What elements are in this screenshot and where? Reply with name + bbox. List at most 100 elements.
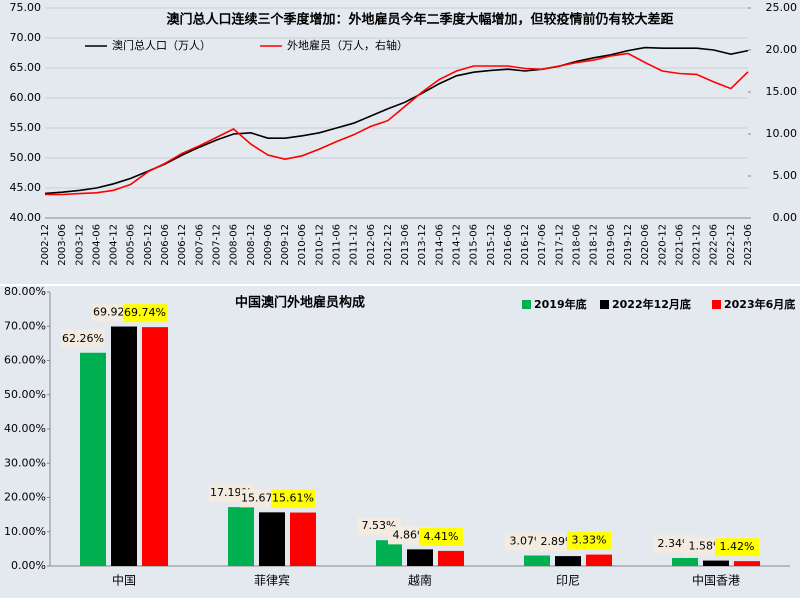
legend-swatch	[712, 300, 721, 309]
y-tick-label: 30.00%	[4, 456, 46, 469]
y-tick-label: 75.00	[10, 1, 42, 14]
x-tick-label: 2018-12	[589, 224, 600, 266]
y-tick-label: 65.00	[10, 61, 42, 74]
y-tick-label: 50.00	[10, 151, 42, 164]
x-tick-label: 2021-06	[674, 224, 685, 266]
bar	[407, 549, 433, 566]
x-tick-label: 2003-12	[74, 224, 85, 266]
x-tick-label: 菲律宾	[254, 573, 290, 588]
y-tick-label: 80.00%	[4, 285, 46, 298]
chart-title: 澳门总人口连续三个季度增加：外地雇员今年二季度大幅增加，但较疫情前仍有较大差距	[166, 12, 673, 28]
y-tick-label: 20.00%	[4, 491, 46, 504]
bar	[672, 557, 698, 566]
x-tick-label: 印尼	[556, 574, 580, 588]
x-tick-label: 2019-12	[623, 224, 634, 266]
legend-label: 2023年6月底	[724, 297, 795, 311]
x-tick-label: 2007-06	[194, 224, 205, 266]
x-tick-label: 2014-12	[452, 224, 463, 266]
legend-label: 2022年12月底	[612, 297, 691, 311]
x-tick-label: 2015-12	[486, 224, 497, 266]
y-tick-label: 70.00	[10, 31, 42, 44]
value-label-box	[271, 489, 315, 508]
x-tick-label: 2015-06	[469, 224, 480, 266]
x-tick-label: 2017-06	[537, 224, 548, 266]
x-tick-label: 2005-06	[126, 224, 137, 266]
y-tick-label: 55.00	[10, 121, 42, 134]
legend-label: 澳门总人口（万人）	[112, 38, 211, 52]
x-tick-label: 2016-12	[520, 224, 531, 266]
y-tick-label: 0.00%	[11, 559, 46, 572]
x-tick-label: 2004-06	[91, 224, 102, 266]
x-tick-label: 2013-06	[400, 224, 411, 266]
x-tick-label: 2016-06	[503, 224, 514, 266]
x-tick-label: 2003-06	[57, 224, 68, 266]
value-label: 1.42%	[720, 540, 755, 553]
bar	[142, 327, 168, 566]
x-tick-label: 2006-06	[160, 224, 171, 266]
y-tick-label: 50.00%	[4, 388, 46, 401]
value-label: 69.74%	[124, 306, 166, 319]
bar	[376, 540, 402, 566]
x-tick-label: 2022-06	[709, 224, 720, 266]
x-tick-label: 2014-06	[434, 224, 445, 266]
chart-title: 中国澳门外地雇员构成	[235, 295, 365, 311]
value-label: 2.34%	[658, 537, 693, 550]
y2-tick-label: 0.00	[773, 211, 798, 224]
value-label-box	[419, 527, 463, 546]
top-panel	[0, 0, 800, 284]
bar	[703, 560, 729, 566]
value-label: 3.33%	[572, 534, 607, 547]
value-label: 4.86%	[393, 528, 428, 541]
y-tick-label: 60.00%	[4, 354, 46, 367]
x-tick-label: 2019-06	[606, 224, 617, 266]
x-tick-label: 2006-12	[177, 224, 188, 266]
bar	[586, 554, 612, 566]
y2-tick-label: 10.00	[766, 127, 798, 140]
x-tick-label: 2004-12	[109, 224, 120, 266]
x-tick-label: 中国	[112, 573, 136, 588]
value-label: 3.07%	[510, 534, 545, 547]
y-tick-label: 40.00%	[4, 422, 46, 435]
bar	[524, 555, 550, 566]
bar	[111, 326, 137, 566]
legend-swatch	[522, 300, 531, 309]
bar	[228, 507, 254, 566]
y-tick-label: 70.00%	[4, 319, 46, 332]
bar	[555, 556, 581, 566]
x-tick-label: 2018-06	[572, 224, 583, 266]
x-tick-label: 2023-06	[743, 224, 754, 266]
x-tick-label: 2009-06	[263, 224, 274, 266]
x-tick-label: 2020-06	[640, 224, 651, 266]
bar	[290, 512, 316, 566]
bar	[734, 561, 760, 566]
x-tick-label: 2007-12	[211, 224, 222, 266]
x-tick-label: 2017-12	[554, 224, 565, 266]
x-tick-label: 2009-12	[280, 224, 291, 266]
y-tick-label: 60.00	[10, 91, 42, 104]
value-label: 2.89%	[541, 535, 576, 548]
x-tick-label: 2008-06	[229, 224, 240, 266]
legend-label: 外地雇员（万人，右轴）	[287, 38, 408, 52]
value-label: 1.58%	[689, 540, 724, 553]
x-tick-label: 2012-12	[383, 224, 394, 266]
y2-tick-label: 20.00	[766, 43, 798, 56]
x-tick-label: 2008-12	[246, 224, 257, 266]
x-tick-label: 2010-12	[314, 224, 325, 266]
y-tick-label: 40.00	[10, 211, 42, 224]
x-tick-label: 2013-12	[417, 224, 428, 266]
y-tick-label: 45.00	[10, 181, 42, 194]
x-tick-label: 2011-12	[349, 224, 360, 266]
bar	[438, 550, 464, 566]
value-label-box	[61, 329, 105, 348]
y2-tick-label: 5.00	[773, 169, 798, 182]
y-tick-label: 10.00%	[4, 525, 46, 538]
value-label: 62.26%	[62, 332, 104, 345]
x-tick-label: 2020-12	[657, 224, 668, 266]
legend-label: 2019年底	[534, 297, 587, 311]
value-label: 7.53%	[362, 519, 397, 532]
bar	[80, 352, 106, 566]
x-tick-label: 2010-06	[297, 224, 308, 266]
x-tick-label: 2005-12	[143, 224, 154, 266]
bar	[259, 512, 285, 566]
